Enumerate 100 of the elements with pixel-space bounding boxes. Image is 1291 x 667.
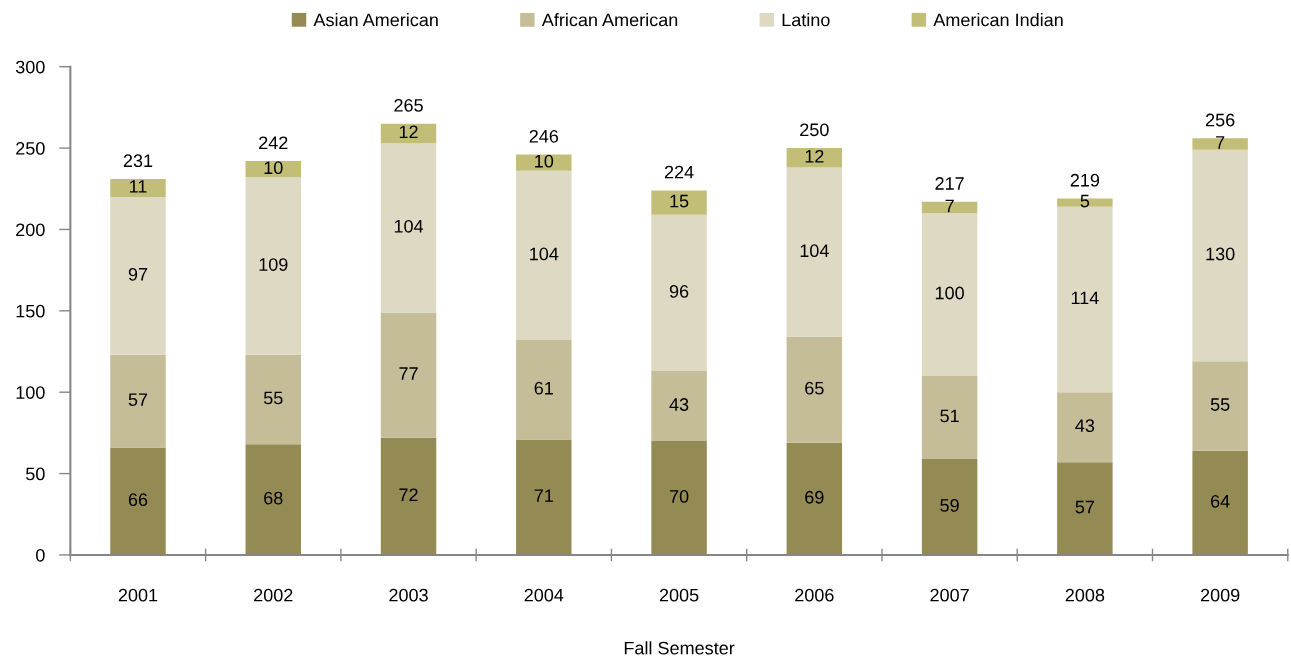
x-axis-title: Fall Semester: [624, 641, 735, 655]
bar: [1192, 149, 1248, 362]
data-label: 57: [1075, 500, 1095, 514]
bar: [786, 336, 843, 443]
total-label: 217: [935, 177, 964, 190]
data-label: 97: [128, 267, 148, 281]
bar: [1192, 450, 1248, 555]
data-label: 12: [805, 149, 824, 163]
total-label: 219: [1070, 173, 1100, 187]
x-tick-label: 2004: [524, 588, 564, 602]
data-label: 114: [1071, 291, 1099, 305]
bar: [921, 213, 978, 376]
bar: [516, 170, 572, 341]
total-label: 224: [664, 165, 694, 179]
data-label: 7: [945, 199, 954, 213]
total-label: 242: [259, 136, 288, 150]
bar: [516, 439, 572, 555]
data-label: 59: [940, 498, 959, 512]
total-label: 246: [529, 129, 559, 143]
data-label: 72: [399, 488, 418, 502]
total-label: 265: [394, 98, 423, 112]
data-label: 96: [669, 284, 689, 298]
data-label: 10: [535, 154, 554, 168]
bar: [651, 441, 707, 555]
bar: [921, 375, 978, 459]
legend-label: Asian American: [313, 13, 438, 27]
data-label: 104: [394, 219, 424, 233]
bar: [380, 123, 437, 144]
bar: [516, 340, 572, 440]
bar: [921, 201, 978, 214]
data-label: 12: [399, 125, 418, 139]
bar: [110, 447, 166, 555]
bar: [1057, 392, 1113, 463]
data-label: 61: [534, 381, 553, 395]
bar: [380, 437, 437, 555]
y-tick-label: 200: [16, 223, 45, 237]
data-label: 55: [1210, 398, 1230, 411]
data-label: 68: [264, 491, 283, 505]
data-label: 43: [1075, 419, 1095, 433]
x-tick-label: 2006: [795, 588, 834, 602]
bar: [786, 167, 843, 337]
total-label: 250: [800, 123, 829, 137]
data-label: 64: [1211, 494, 1230, 508]
bar: [921, 458, 978, 555]
x-tick-label: 2008: [1065, 588, 1105, 602]
bar: [245, 444, 301, 555]
x-tick-label: 2007: [930, 588, 969, 602]
data-label: 100: [935, 286, 964, 300]
bar: [1057, 206, 1113, 393]
x-tick-label: 2009: [1200, 588, 1240, 602]
x-tick-label: 2002: [254, 588, 293, 602]
data-label: 109: [259, 258, 288, 271]
bar: [1192, 361, 1248, 451]
bar: [1057, 462, 1113, 555]
y-tick-label: 50: [26, 467, 45, 481]
y-tick-label: 100: [16, 386, 45, 399]
x-tick-label: 2001: [118, 588, 158, 602]
data-label: 66: [128, 493, 148, 507]
data-label: 65: [805, 381, 824, 395]
bar: [651, 190, 707, 215]
total-label: 256: [1205, 113, 1235, 127]
data-label: 57: [128, 393, 148, 406]
bar: [786, 442, 843, 555]
data-label: 5: [1080, 194, 1090, 208]
legend-label: African American: [541, 13, 678, 27]
x-tick-label: 2003: [389, 588, 428, 602]
bar: [380, 143, 437, 313]
data-label: 10: [264, 161, 283, 175]
data-label: 104: [530, 247, 559, 261]
bar: [245, 161, 301, 178]
bar: [516, 154, 572, 171]
y-tick-label: 0: [36, 548, 45, 562]
data-label: 55: [263, 391, 283, 405]
data-label: 43: [669, 398, 689, 411]
data-label: 71: [534, 489, 553, 502]
bar: [110, 179, 166, 197]
bar: [651, 214, 707, 372]
data-label: 51: [940, 409, 959, 423]
data-label: 15: [670, 194, 689, 208]
bar: [245, 177, 301, 355]
y-tick-label: 250: [16, 142, 45, 155]
legend-label: Latino: [782, 13, 830, 27]
bar: [651, 371, 707, 442]
bar: [380, 312, 437, 438]
bar: [110, 196, 166, 355]
x-tick-label: 2005: [659, 588, 699, 602]
bar: [110, 354, 166, 448]
data-label: 77: [399, 367, 418, 380]
data-label: 70: [669, 490, 689, 503]
legend-label: American Indian: [933, 13, 1063, 27]
y-tick-label: 150: [16, 304, 45, 318]
y-tick-label: 300: [15, 60, 45, 74]
data-label: 104: [800, 244, 829, 258]
data-label: 130: [1206, 247, 1235, 261]
data-label: 69: [805, 490, 824, 504]
bar: [1192, 138, 1248, 150]
bar: [786, 148, 843, 168]
data-label: 11: [130, 180, 147, 193]
total-label: 231: [123, 154, 153, 168]
bar: [245, 354, 301, 445]
